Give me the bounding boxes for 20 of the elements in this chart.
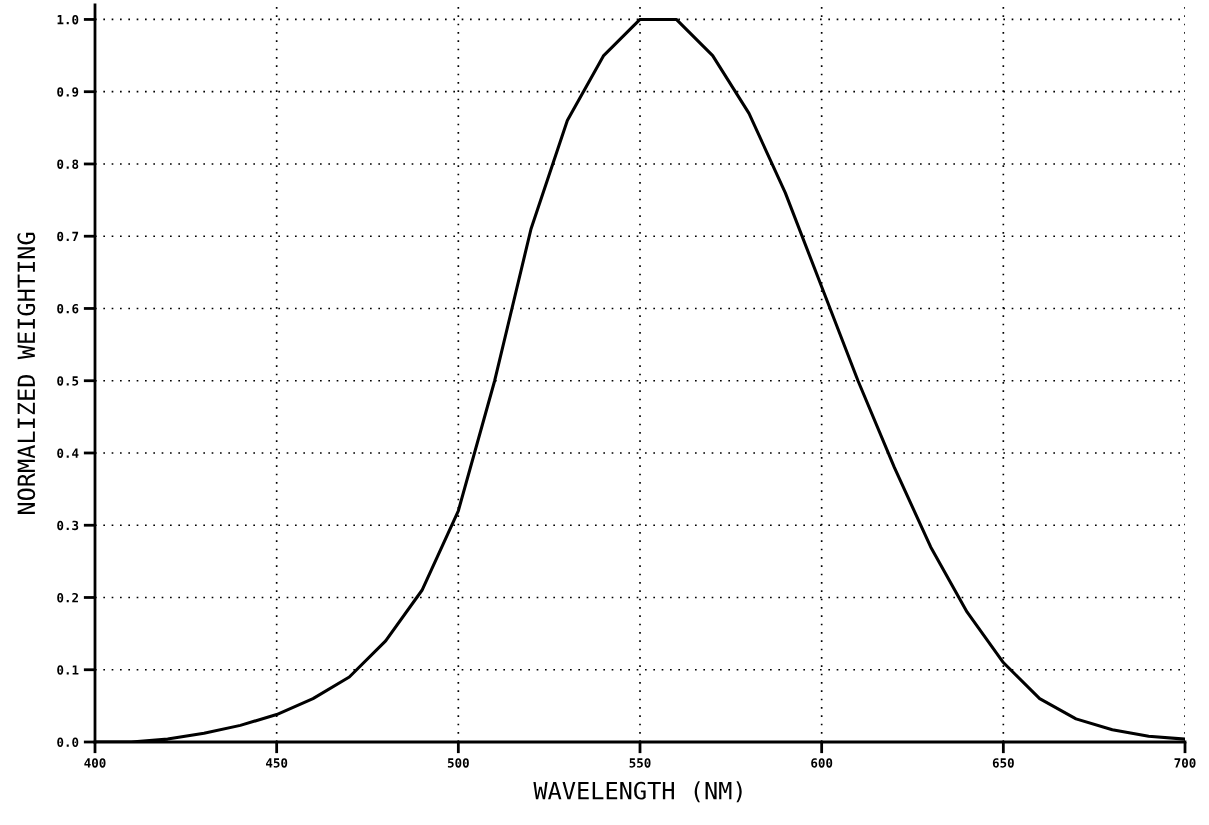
x-tick-label: 550 [629,758,651,768]
x-tick-label: 500 [447,758,469,768]
y-axis-title: NORMALIZED WEIGHTING [17,232,36,515]
x-tick-label: 600 [811,758,833,768]
y-tick-label: 0.5 [57,376,79,386]
y-tick-label: 0.7 [57,231,79,242]
y-tick-label: 0.2 [57,592,78,603]
x-tick-label: 650 [992,758,1014,768]
y-tick-label: 0.0 [57,737,79,747]
y-tick-label: 0.3 [57,520,79,531]
y-tick-label: 0.9 [57,87,79,97]
y-tick-label: 0.6 [57,303,79,314]
x-tick-label: 450 [266,758,288,768]
x-tick-label: 700 [1174,758,1196,768]
y-tick-label: 0.4 [57,448,79,458]
y-tick-label: 0.1 [57,665,79,675]
y-tick-label: 1.0 [57,14,79,25]
x-axis-title: WAVELENGTH (NM) [533,781,742,803]
y-tick-label: 0.8 [57,159,79,169]
x-tick-label: 400 [84,758,106,768]
